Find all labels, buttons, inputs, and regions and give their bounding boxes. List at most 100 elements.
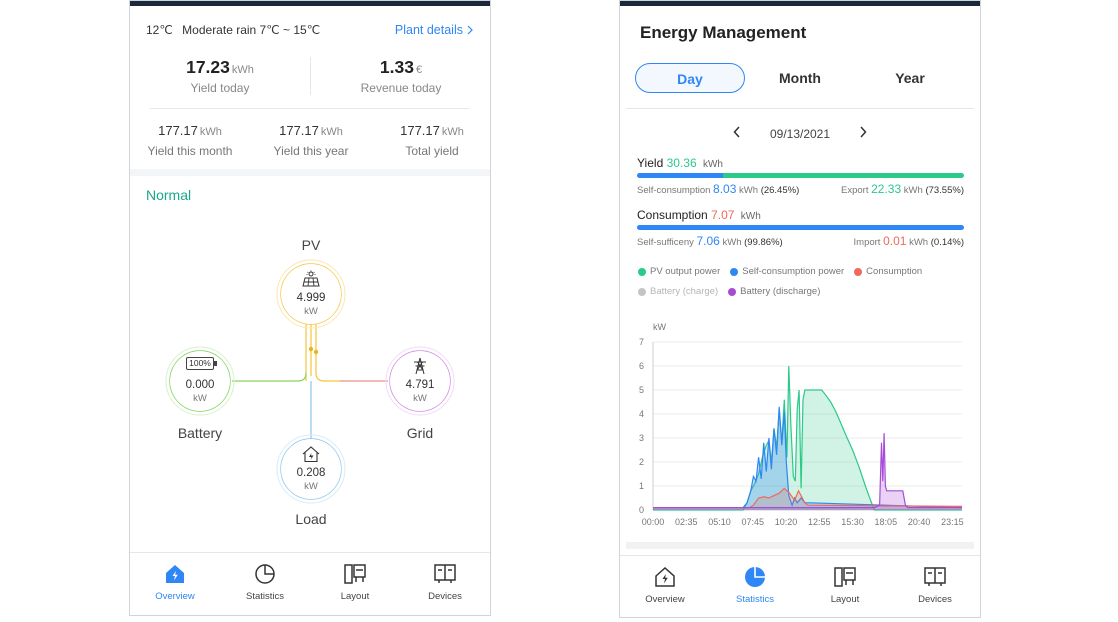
tab-overview-label: Overview (645, 594, 685, 605)
x-tick-label: 12:55 (808, 517, 831, 527)
import-value: 0.01 (883, 234, 907, 248)
export-unit: kWh (903, 185, 923, 196)
y-axis-label: kW (653, 322, 667, 332)
consumption-ratio-bar (637, 225, 964, 230)
export-label: Export (841, 185, 869, 196)
pv-power-unit: kW (304, 306, 318, 317)
plant-details-link[interactable]: Plant details (395, 23, 474, 37)
yield-today-label: Yield today (190, 81, 250, 95)
y-tick-label: 5 (639, 385, 644, 395)
yield-breakdown: Self-consumption 8.03 kWh (26.45%) Expor… (637, 182, 964, 196)
section-separator (626, 542, 974, 549)
yield-month-unit: kWh (199, 126, 222, 138)
power-chart: kW 0 1 2 3 4 5 6 7 00:00 02:35 05:10 07:45 10:20 12:55… (639, 322, 964, 527)
self-sufficiency-value: 7.06 (696, 234, 720, 248)
home-icon (655, 566, 675, 587)
bottom-tab-bar: Overview Statistics Layout Devices (620, 555, 980, 617)
pv-flow-dot (308, 346, 314, 352)
page-title: Energy Management (640, 23, 807, 42)
grid-node[interactable]: 4.791 kW (390, 351, 450, 411)
pv-label: PV (301, 237, 321, 253)
devices-icon (924, 567, 946, 586)
chevron-right-icon (467, 25, 473, 35)
grid-power-value: 4.791 (405, 379, 435, 391)
battery-power-value: 0.000 (185, 379, 215, 391)
self-sufficiency-unit: kWh (722, 237, 742, 248)
import-label: Import (853, 237, 881, 248)
consumption-unit: kWh (740, 211, 761, 222)
kpi-divider (310, 57, 311, 95)
battery-node[interactable]: 100% 0.000 kW (170, 351, 230, 411)
segment-year[interactable]: Year (895, 70, 925, 86)
pv-node[interactable]: 4.999 kW (281, 264, 341, 324)
total-yield-label: Total yield (405, 144, 459, 158)
chart-legend-row-1: PV output power Self-consumption power C… (638, 266, 922, 277)
tab-layout[interactable]: Layout (800, 556, 890, 617)
y-tick-label: 0 (639, 505, 644, 515)
current-date[interactable]: 09/13/2021 (769, 127, 831, 141)
yield-ratio-bar (637, 173, 964, 178)
legend-consumption[interactable]: Consumption (854, 266, 922, 277)
legend-dot (638, 267, 646, 276)
y-tick-label: 2 (639, 457, 644, 467)
y-tick-label: 7 (639, 337, 644, 347)
export-segment (723, 173, 964, 178)
load-node[interactable]: 0.208 kW (281, 439, 341, 499)
battery-level-text: 100% (189, 358, 211, 368)
self-consumption-unit: kWh (739, 185, 759, 196)
yield-month-value: 177.17 (158, 123, 198, 138)
pie-chart-icon (745, 567, 765, 587)
x-tick-label: 15:30 (841, 517, 864, 527)
legend-label: Battery (charge) (650, 286, 719, 297)
y-tick-label: 3 (639, 433, 644, 443)
tab-overview[interactable]: Overview (130, 553, 220, 614)
self-sufficiency-segment (637, 225, 964, 230)
x-tick-label: 07:45 (742, 517, 765, 527)
top-bar (130, 1, 490, 6)
tab-overview[interactable]: Overview (620, 556, 710, 617)
yield-label: Yield (637, 156, 664, 170)
pie-chart-icon (255, 564, 275, 584)
consumption-summary: Consumption 7.07 kWh (637, 208, 761, 222)
previous-date-button[interactable] (733, 125, 741, 141)
next-date-button[interactable] (859, 125, 867, 141)
yield-value: 30.36 (666, 156, 697, 170)
x-tick-label: 02:35 (675, 517, 698, 527)
overview-screen: 12℃ Moderate rain 7℃ ~ 15℃ Plant details… (129, 0, 491, 616)
tab-statistics-label: Statistics (245, 591, 284, 602)
total-yield-unit: kWh (441, 126, 464, 138)
tab-devices[interactable]: Devices (400, 553, 490, 614)
legend-pv-output[interactable]: PV output power (638, 266, 720, 277)
tab-devices-label: Devices (918, 594, 952, 605)
segment-divider (626, 108, 974, 109)
x-tick-label: 10:20 (775, 517, 798, 527)
battery-flow-line (232, 372, 307, 382)
yield-month-label: Yield this month (147, 144, 233, 158)
tab-statistics[interactable]: Statistics (220, 553, 310, 614)
segment-month[interactable]: Month (779, 70, 821, 86)
total-yield-value: 177.17 (400, 123, 440, 138)
tab-devices[interactable]: Devices (890, 556, 980, 617)
x-tick-label: 05:10 (708, 517, 731, 527)
yield-summary: Yield 30.36 kWh (637, 156, 723, 170)
plant-status: Normal (146, 187, 192, 203)
series-line-consumption (653, 487, 963, 509)
self-consumption-label: Self-consumption (637, 185, 711, 196)
legend-battery-discharge[interactable]: Battery (discharge) (728, 286, 820, 297)
battery-power-unit: kW (193, 393, 207, 404)
devices-icon (434, 564, 456, 583)
yield-year-value: 177.17 (279, 123, 319, 138)
chevron-right-icon (860, 126, 867, 138)
load-label: Load (295, 511, 327, 527)
revenue-today-kpi: 1.33 € Revenue today (311, 57, 490, 95)
legend-self-consumption[interactable]: Self-consumption power (730, 266, 844, 277)
section-separator (130, 169, 490, 176)
legend-battery-charge[interactable]: Battery (charge) (638, 286, 718, 297)
grid-power-unit: kW (413, 393, 427, 404)
tab-statistics[interactable]: Statistics (710, 556, 800, 617)
tab-layout[interactable]: Layout (310, 553, 400, 614)
y-tick-label: 6 (639, 361, 644, 371)
segment-day[interactable]: Day (635, 63, 745, 93)
layout-icon (834, 567, 856, 587)
weather-description: Moderate rain 7℃ ~ 15℃ (182, 23, 321, 37)
